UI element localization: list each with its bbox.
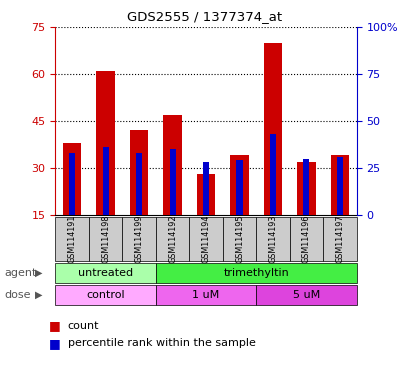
Text: GSM114193: GSM114193 [268,215,277,263]
Text: GSM114191: GSM114191 [67,215,76,263]
Bar [155,217,189,261]
Bar [189,217,222,261]
Bar [322,217,356,261]
Text: dose: dose [4,290,31,300]
Text: GSM114196: GSM114196 [301,215,310,263]
Bar [297,162,315,215]
Text: GSM114199: GSM114199 [134,215,143,263]
Bar [256,217,289,261]
Bar [122,217,155,261]
Text: control: control [86,290,125,300]
Text: ■: ■ [49,319,61,333]
Text: ▶: ▶ [35,290,43,300]
Bar [163,115,181,215]
Bar [155,285,256,305]
Bar [330,156,348,215]
Bar [55,285,155,305]
Bar [89,217,122,261]
Text: percentile rank within the sample: percentile rank within the sample [67,338,255,348]
Text: ■: ■ [49,337,61,350]
Text: agent: agent [4,268,36,278]
Bar [303,159,309,215]
Bar [169,149,175,215]
Text: GSM114195: GSM114195 [234,215,243,263]
Bar [269,134,275,215]
Bar [336,157,342,215]
Text: count: count [67,321,99,331]
Bar [196,174,215,215]
Bar [102,147,108,215]
Bar [155,263,356,283]
Bar [69,153,75,215]
Bar [55,217,89,261]
Text: ▶: ▶ [35,268,43,278]
Bar [230,156,248,215]
Text: untreated: untreated [78,268,133,278]
Bar [256,285,356,305]
Bar [55,263,155,283]
Bar [136,153,142,215]
Text: GSM114197: GSM114197 [335,215,344,263]
Text: GSM114192: GSM114192 [168,215,177,263]
Text: 5 uM: 5 uM [292,290,319,300]
Text: 1 uM: 1 uM [192,290,219,300]
Bar [96,71,115,215]
Text: GSM114194: GSM114194 [201,215,210,263]
Bar [202,162,209,215]
Bar [236,161,242,215]
Bar [222,217,256,261]
Bar [63,143,81,215]
Bar [130,131,148,215]
Bar [289,217,322,261]
Text: GDS2555 / 1377374_at: GDS2555 / 1377374_at [127,10,282,23]
Text: GSM114198: GSM114198 [101,215,110,263]
Text: trimethyltin: trimethyltin [223,268,288,278]
Bar [263,43,281,215]
